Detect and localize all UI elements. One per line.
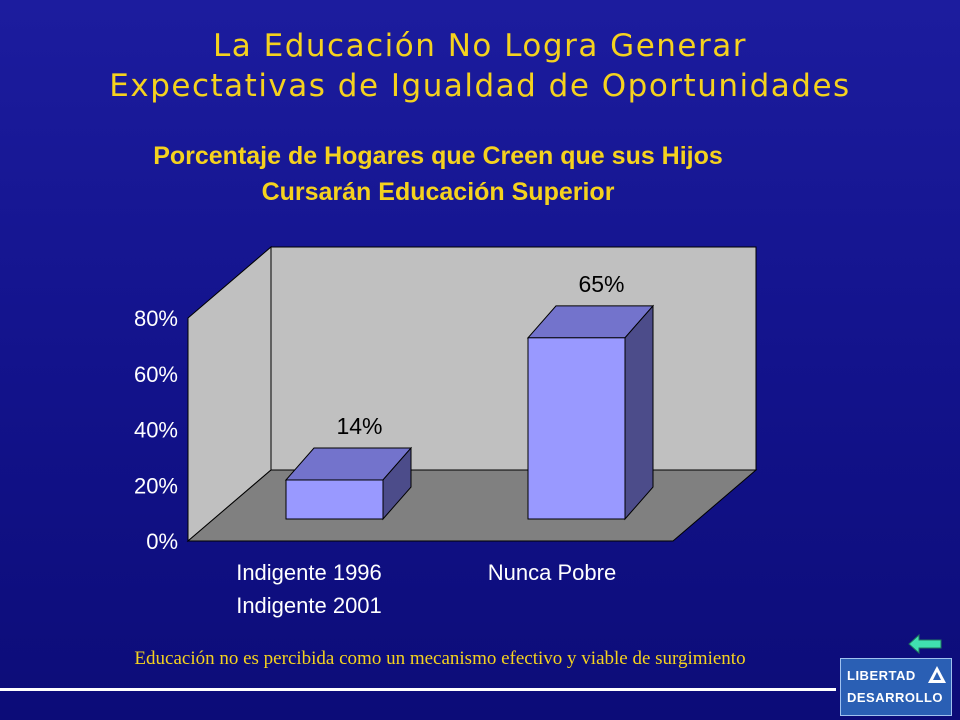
chart-floor <box>186 469 758 542</box>
y-tick-label: 40% <box>134 418 178 443</box>
data-label: 65% <box>578 271 624 297</box>
bar-side <box>624 304 654 521</box>
y-tick-label: 0% <box>146 529 178 554</box>
x-tick-label: Indigente 1996 <box>236 560 382 585</box>
bar-chart: 0% 20% 40% 60% 80% 14% 65% Indigente 1996 Indige… <box>134 245 758 618</box>
x-tick-label: Nunca Pobre <box>488 560 616 585</box>
bar <box>285 479 384 520</box>
chart-title-line2: Cursarán Educación Superior <box>261 178 615 206</box>
left-arrow-icon[interactable] <box>908 634 942 654</box>
y-tick-label: 20% <box>134 473 178 498</box>
slide-title: La Educación No Logra Generar Expectativ… <box>0 26 960 106</box>
slide-title-line1: La Educación No Logra Generar <box>213 28 747 64</box>
slide-title-line2: Expectativas de Igualdad de Oportunidade… <box>109 68 851 104</box>
y-tick-label: 80% <box>134 306 178 331</box>
logo-text-line2: DESARROLLO <box>847 690 943 705</box>
chart-title: Porcentaje de Hogares que Creen que sus … <box>88 138 788 210</box>
logo: LIBERTAD DESARROLLO <box>840 658 952 716</box>
triangle-logo-icon <box>928 666 946 683</box>
chart-title-line1: Porcentaje de Hogares que Creen que sus … <box>153 142 723 170</box>
y-tick-label: 60% <box>134 362 178 387</box>
logo-text-line1: LIBERTAD <box>847 668 916 683</box>
footer-divider <box>0 688 836 691</box>
bar <box>527 337 626 520</box>
x-tick-label: Indigente 2001 <box>236 593 382 618</box>
footer-note: Educación no es percibida como un mecani… <box>134 648 746 669</box>
data-label: 14% <box>336 413 382 439</box>
